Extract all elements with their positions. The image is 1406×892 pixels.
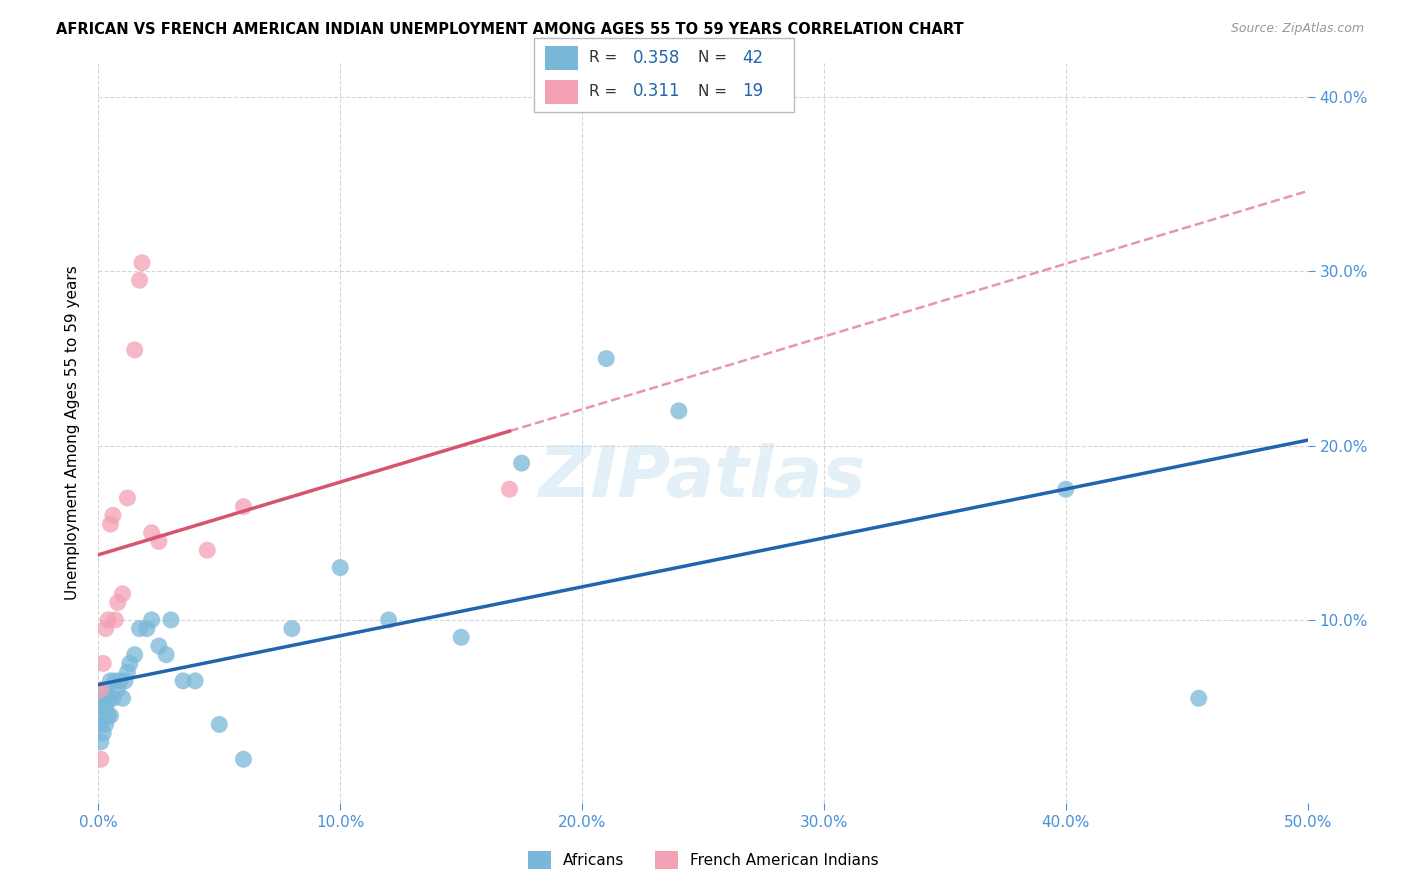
Point <box>124 648 146 662</box>
Point <box>91 708 114 723</box>
Point <box>450 630 472 644</box>
Text: R =: R = <box>589 84 617 99</box>
Y-axis label: Unemployment Among Ages 55 to 59 years: Unemployment Among Ages 55 to 59 years <box>65 265 80 600</box>
Text: AFRICAN VS FRENCH AMERICAN INDIAN UNEMPLOYMENT AMONG AGES 55 TO 59 YEARS CORRELA: AFRICAN VS FRENCH AMERICAN INDIAN UNEMPL… <box>56 22 965 37</box>
Point <box>208 717 231 731</box>
Point <box>135 622 157 636</box>
Point <box>111 691 134 706</box>
Point <box>90 682 112 697</box>
Point <box>329 560 352 574</box>
Point <box>498 482 520 496</box>
Point <box>124 343 146 357</box>
Point <box>90 752 112 766</box>
Point <box>101 691 124 706</box>
Point <box>172 673 194 688</box>
Point <box>90 717 112 731</box>
Point <box>281 622 304 636</box>
Legend: Africans, French American Indians: Africans, French American Indians <box>527 851 879 869</box>
Text: 42: 42 <box>742 49 763 67</box>
Point <box>184 673 207 688</box>
Text: Source: ZipAtlas.com: Source: ZipAtlas.com <box>1230 22 1364 36</box>
FancyBboxPatch shape <box>534 38 794 112</box>
Point <box>510 456 533 470</box>
Point <box>111 587 134 601</box>
Point <box>100 691 122 706</box>
Text: 0.311: 0.311 <box>633 82 681 101</box>
Text: R =: R = <box>589 50 617 65</box>
Text: N =: N = <box>699 84 727 99</box>
Point <box>195 543 218 558</box>
Point <box>91 691 114 706</box>
Text: 0.358: 0.358 <box>633 49 681 67</box>
Point <box>97 708 120 723</box>
Point <box>118 657 141 671</box>
Point <box>117 665 139 680</box>
Point <box>1054 482 1077 496</box>
Point <box>232 500 254 514</box>
Point <box>148 639 170 653</box>
Point <box>114 673 136 688</box>
Point <box>100 517 122 532</box>
Point <box>160 613 183 627</box>
Point <box>104 613 127 627</box>
Bar <box>544 80 578 104</box>
Text: N =: N = <box>699 50 727 65</box>
Point <box>668 404 690 418</box>
Point <box>94 700 117 714</box>
Point <box>94 717 117 731</box>
Point <box>101 508 124 523</box>
Point <box>100 673 122 688</box>
Point <box>148 534 170 549</box>
Point <box>128 622 150 636</box>
Point <box>155 648 177 662</box>
Point <box>128 273 150 287</box>
Text: 19: 19 <box>742 82 763 101</box>
Point <box>91 726 114 740</box>
Point <box>94 682 117 697</box>
Point <box>117 491 139 505</box>
Point <box>104 673 127 688</box>
Bar <box>544 45 578 70</box>
Point <box>141 525 163 540</box>
Point <box>90 700 112 714</box>
Point <box>1188 691 1211 706</box>
Point <box>94 622 117 636</box>
Point <box>108 673 131 688</box>
Point <box>232 752 254 766</box>
Point <box>107 595 129 609</box>
Point <box>97 613 120 627</box>
Point <box>377 613 399 627</box>
Point <box>91 657 114 671</box>
Point <box>595 351 617 366</box>
Text: ZIPatlas: ZIPatlas <box>540 442 866 511</box>
Point <box>107 682 129 697</box>
Point <box>90 735 112 749</box>
Point <box>141 613 163 627</box>
Point <box>97 691 120 706</box>
Point <box>131 256 153 270</box>
Point <box>100 708 122 723</box>
